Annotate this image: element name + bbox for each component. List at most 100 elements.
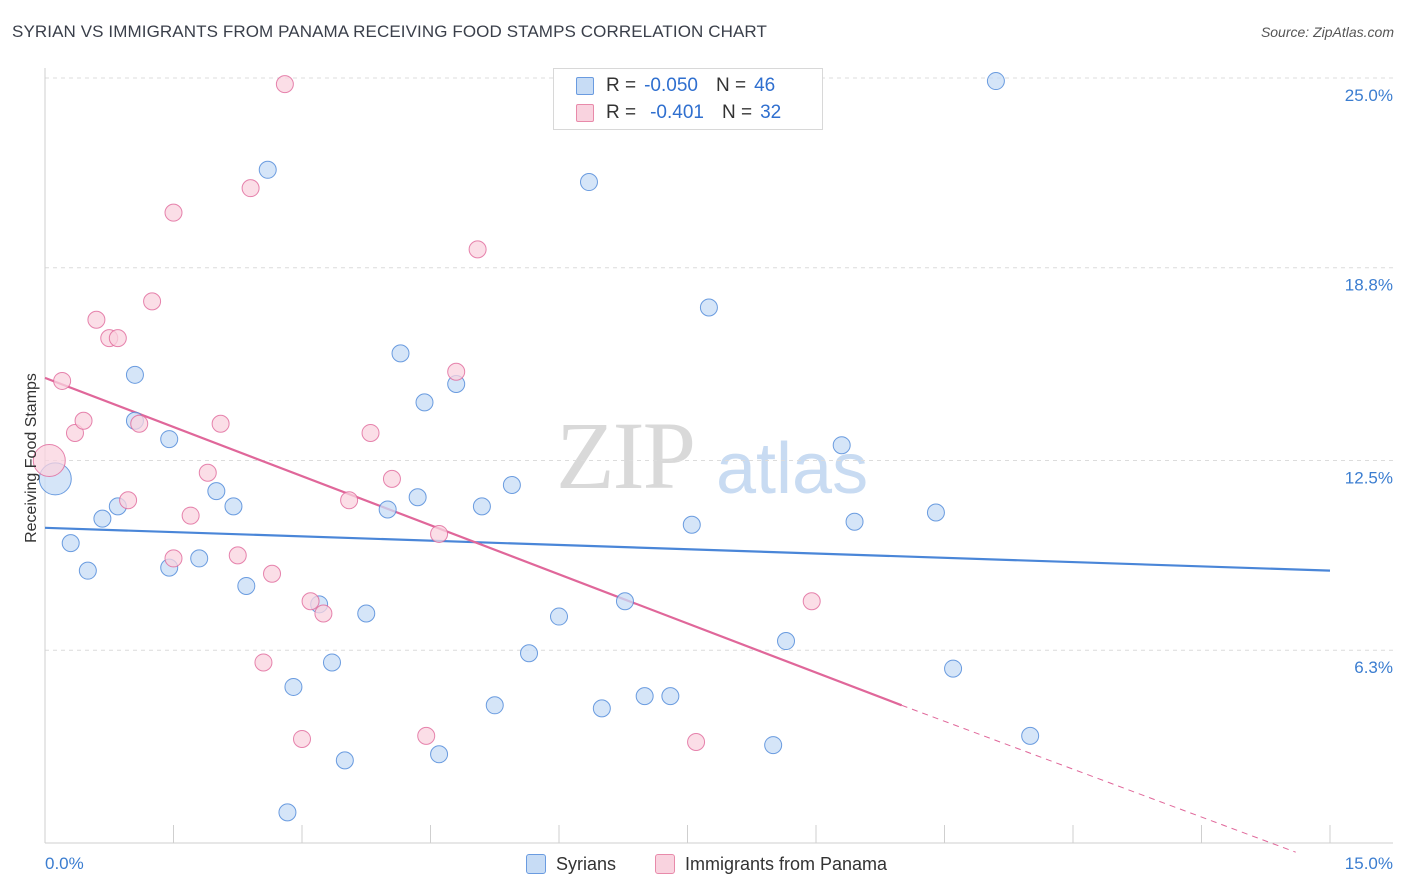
y-axis-label: Receiving Food Stamps bbox=[23, 373, 40, 543]
syrians-point bbox=[93, 509, 112, 528]
panama-point bbox=[53, 371, 72, 390]
legend-item-syrians: Syrians bbox=[526, 852, 616, 876]
n-value: 46 bbox=[754, 75, 776, 96]
y-tick-label: 12.5% bbox=[1345, 469, 1393, 488]
syrians-point bbox=[520, 644, 539, 663]
panama-swatch bbox=[576, 104, 594, 122]
syrians-point bbox=[207, 482, 226, 501]
r-label: R = bbox=[606, 102, 637, 123]
data-points bbox=[32, 72, 1040, 822]
trend-lines bbox=[44, 376, 1331, 853]
syrians-point bbox=[579, 173, 598, 192]
syrians-point bbox=[160, 430, 179, 449]
panama-point bbox=[143, 292, 162, 311]
syrians-point bbox=[502, 475, 521, 494]
syrians-point bbox=[278, 803, 297, 822]
panama-point bbox=[228, 546, 247, 565]
panama-point bbox=[314, 604, 333, 623]
panama-point bbox=[447, 362, 466, 381]
panama-point bbox=[119, 491, 138, 510]
syrians-point bbox=[986, 72, 1005, 91]
r-value: -0.050 bbox=[644, 75, 698, 96]
panama-point bbox=[263, 564, 282, 583]
syrians-trend-line bbox=[44, 526, 1331, 572]
panama-point bbox=[293, 729, 311, 748]
chart-title: SYRIAN VS IMMIGRANTS FROM PANAMA RECEIVI… bbox=[12, 22, 767, 41]
syrians-point bbox=[944, 659, 963, 678]
panama-point bbox=[382, 469, 401, 488]
syrians-point bbox=[832, 436, 851, 455]
legend-row-syrians: R = -0.050 N = 46 bbox=[576, 74, 775, 98]
panama-point bbox=[340, 491, 359, 510]
syrians-point bbox=[391, 344, 410, 363]
panama-point bbox=[65, 423, 84, 442]
correlation-legend: R = -0.050 N = 46 R = -0.401 N = 32 bbox=[553, 68, 823, 130]
r-label: R = bbox=[606, 75, 637, 96]
syrians-swatch bbox=[526, 854, 546, 874]
panama-point bbox=[74, 411, 93, 430]
syrians-point bbox=[125, 365, 144, 384]
syrians-point bbox=[485, 696, 504, 715]
legend-label: Immigrants from Panama bbox=[685, 853, 888, 874]
syrians-point bbox=[78, 561, 97, 580]
syrians-point bbox=[224, 497, 243, 516]
syrians-swatch bbox=[576, 77, 594, 95]
panama-point bbox=[802, 592, 821, 611]
panama-point bbox=[164, 203, 183, 222]
legend-label: Syrians bbox=[556, 853, 617, 874]
panama-point bbox=[241, 179, 260, 198]
syrians-point bbox=[764, 736, 783, 755]
panama-point bbox=[211, 414, 230, 433]
panama-point bbox=[198, 463, 217, 482]
panama-point bbox=[108, 329, 127, 348]
syrians-point bbox=[430, 745, 449, 764]
panama-point bbox=[301, 592, 320, 611]
syrians-point bbox=[378, 500, 397, 519]
syrians-point bbox=[258, 160, 277, 179]
panama-point bbox=[468, 240, 487, 259]
x-tick-label: 0.0% bbox=[45, 854, 84, 873]
n-value: 32 bbox=[760, 102, 782, 123]
panama-point bbox=[687, 733, 706, 752]
y-tick-label: 18.8% bbox=[1345, 276, 1393, 295]
syrians-point bbox=[472, 497, 491, 516]
y-tick-label: 6.3% bbox=[1354, 658, 1393, 677]
syrians-point bbox=[661, 687, 680, 706]
n-label: N = bbox=[715, 75, 747, 96]
y-tick-label: 25.0% bbox=[1345, 86, 1393, 105]
panama-point bbox=[181, 506, 200, 525]
syrians-point bbox=[615, 592, 634, 611]
x-tick-label: 15.0% bbox=[1345, 854, 1393, 873]
syrians-point bbox=[926, 503, 945, 522]
panama-point bbox=[130, 414, 149, 433]
n-label: N = bbox=[721, 102, 753, 123]
syrians-point bbox=[415, 393, 434, 412]
syrians-point bbox=[592, 699, 611, 718]
syrians-point bbox=[322, 653, 341, 672]
r-value: -0.401 bbox=[650, 102, 704, 123]
syrians-point bbox=[190, 549, 209, 568]
watermark-zip: ZIP bbox=[556, 402, 696, 509]
panama-trend-extension bbox=[901, 704, 1296, 853]
panama-point bbox=[417, 726, 436, 745]
syrians-point bbox=[61, 534, 80, 553]
syrians-point bbox=[699, 298, 718, 317]
panama-point bbox=[164, 549, 183, 568]
grid-lines bbox=[45, 77, 1393, 651]
panama-point bbox=[254, 653, 273, 672]
syrians-point bbox=[682, 515, 701, 534]
tick-labels: 6.3% 12.5% 18.8% 25.0% 0.0% 15.0% bbox=[45, 86, 1393, 873]
syrians-point bbox=[335, 751, 354, 770]
legend-row-panama: R = -0.401 N = 32 bbox=[576, 101, 781, 125]
panama-point bbox=[32, 444, 66, 477]
syrians-point bbox=[284, 677, 303, 696]
syrians-point bbox=[635, 687, 654, 706]
panama-point bbox=[275, 75, 294, 94]
syrians-point bbox=[408, 488, 427, 507]
syrians-point bbox=[550, 607, 568, 626]
panama-trend-line bbox=[44, 376, 903, 707]
syrians-point bbox=[1021, 726, 1040, 745]
syrians-point bbox=[845, 512, 864, 531]
panama-point bbox=[361, 423, 380, 442]
